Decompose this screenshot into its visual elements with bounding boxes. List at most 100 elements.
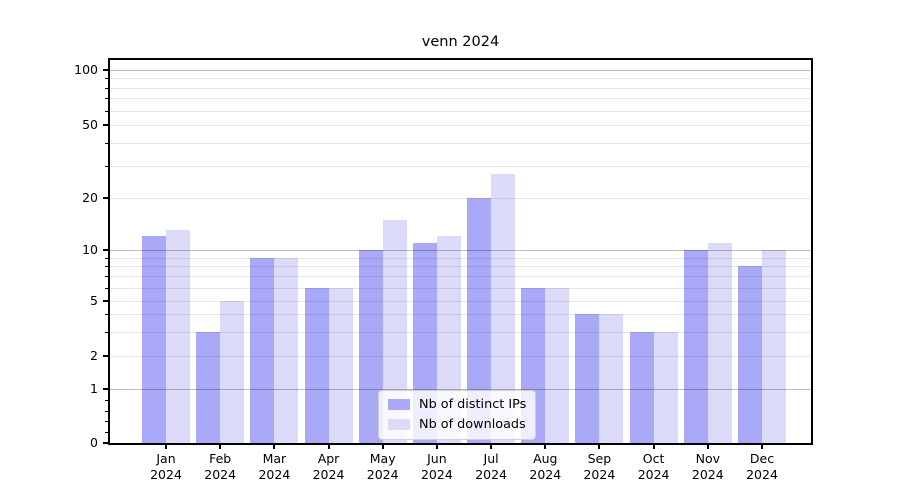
y-minor-tick-70 bbox=[105, 98, 108, 100]
y-tick-label-5: 5 bbox=[90, 293, 98, 308]
minor-gridline-70 bbox=[110, 98, 811, 100]
bar-feb-ips bbox=[196, 331, 221, 443]
bar-oct-downloads bbox=[653, 331, 678, 443]
legend-swatch-downloads bbox=[388, 419, 410, 430]
y-minor-tick-0.6 bbox=[105, 410, 108, 412]
x-tick-label-nov: Nov 2024 bbox=[691, 451, 724, 482]
x-tick-jun bbox=[435, 443, 438, 449]
x-tick-label-may: May 2024 bbox=[366, 451, 399, 482]
y-minor-tick-9 bbox=[105, 257, 108, 259]
bar-dec-downloads bbox=[762, 250, 786, 443]
gridline-100 bbox=[110, 70, 811, 71]
x-tick-aug bbox=[544, 443, 547, 449]
plot-area: 0 1 2 5 10 20 50 100 Jan 2024 Feb 2024 Mar 2024 Apr… bbox=[74, 58, 813, 482]
bar-sep-downloads bbox=[599, 314, 624, 443]
bar-sep-ips bbox=[575, 314, 600, 443]
y-tick-100 bbox=[103, 69, 108, 71]
bar-mar-downloads bbox=[274, 257, 299, 443]
x-tick-label-oct: Oct 2024 bbox=[637, 451, 670, 482]
legend-item-downloads: Nb of downloads bbox=[388, 416, 526, 433]
y-tick-label-0: 0 bbox=[90, 435, 98, 450]
minor-gridline-7 bbox=[110, 276, 811, 278]
y-tick-20 bbox=[103, 197, 108, 199]
bar-oct-ips bbox=[629, 331, 654, 443]
y-tick-5 bbox=[103, 300, 108, 302]
x-tick-label-feb: Feb 2024 bbox=[204, 451, 237, 482]
gridline-5 bbox=[110, 301, 811, 302]
y-minor-tick-60 bbox=[105, 110, 108, 112]
gridline-50 bbox=[110, 125, 811, 126]
bar-jan-downloads bbox=[166, 230, 190, 443]
y-minor-tick-7 bbox=[105, 276, 108, 278]
y-tick-label-20: 20 bbox=[82, 190, 98, 205]
y-tick-50 bbox=[103, 124, 108, 126]
x-tick-label-jul: Jul 2024 bbox=[475, 451, 507, 482]
x-tick-label-jun: Jun 2024 bbox=[420, 451, 453, 482]
x-tick-nov bbox=[706, 443, 709, 449]
minor-gridline-4 bbox=[110, 314, 811, 316]
x-tick-jul bbox=[490, 443, 493, 449]
x-tick-label-mar: Mar 2024 bbox=[258, 451, 291, 482]
y-minor-tick-0.2 bbox=[105, 432, 108, 434]
x-tick-label-dec: Dec 2024 bbox=[746, 451, 778, 482]
bar-nov-downloads bbox=[707, 242, 732, 443]
y-minor-tick-40 bbox=[105, 142, 108, 144]
chart-title: venn 2024 bbox=[421, 34, 500, 50]
minor-gridline-3 bbox=[110, 331, 811, 333]
x-tick-jan bbox=[165, 443, 167, 449]
x-tick-label-aug: Aug 2024 bbox=[529, 451, 562, 482]
x-tick-label-jan: Jan 2024 bbox=[150, 451, 182, 482]
bar-feb-downloads bbox=[220, 301, 245, 443]
y-minor-tick-4 bbox=[105, 314, 108, 316]
legend-item-distinct-ips: Nb of distinct IPs bbox=[388, 396, 526, 413]
y-minor-tick-3 bbox=[105, 331, 108, 333]
y-tick-10 bbox=[103, 249, 108, 251]
gridline-10 bbox=[110, 250, 811, 251]
x-tick-mar bbox=[273, 443, 276, 449]
y-tick-label-10: 10 bbox=[82, 242, 98, 257]
x-tick-label-sep: Sep 2024 bbox=[583, 451, 616, 482]
y-tick-label-2: 2 bbox=[90, 348, 98, 363]
legend-label-downloads: Nb of downloads bbox=[419, 417, 526, 432]
minor-gridline-9 bbox=[110, 257, 811, 259]
bar-jan-ips bbox=[142, 236, 166, 443]
gridline-1 bbox=[110, 389, 811, 390]
minor-gridline-30 bbox=[110, 165, 811, 167]
y-tick-0 bbox=[103, 442, 108, 444]
y-tick-2 bbox=[103, 355, 108, 357]
x-tick-label-apr: Apr 2024 bbox=[312, 451, 345, 482]
gridline-20 bbox=[110, 198, 811, 199]
legend-label-ips: Nb of distinct IPs bbox=[419, 397, 527, 412]
legend-swatch-ips bbox=[388, 399, 410, 410]
y-minor-tick-80 bbox=[105, 87, 108, 89]
bar-apr-ips bbox=[304, 287, 329, 443]
x-tick-sep bbox=[598, 443, 601, 449]
y-tick-label-100: 100 bbox=[74, 62, 98, 77]
minor-gridline-80 bbox=[110, 87, 811, 89]
x-tick-oct bbox=[652, 443, 655, 449]
minor-gridline-40 bbox=[110, 142, 811, 144]
minor-gridline-60 bbox=[110, 110, 811, 112]
y-minor-tick-0.8 bbox=[105, 399, 108, 401]
legend: Nb of distinct IPs Nb of downloads bbox=[378, 390, 537, 440]
bar-apr-downloads bbox=[328, 287, 353, 443]
gridline-2 bbox=[110, 356, 811, 357]
y-tick-label-50: 50 bbox=[82, 117, 98, 132]
bar-dec-ips bbox=[738, 266, 762, 443]
x-tick-feb bbox=[219, 443, 222, 449]
x-tick-dec bbox=[761, 443, 763, 449]
x-tick-apr bbox=[327, 443, 330, 449]
y-minor-tick-0.4 bbox=[105, 421, 108, 423]
minor-gridline-8 bbox=[110, 266, 811, 268]
minor-gridline-90 bbox=[110, 78, 811, 80]
minor-gridline-6 bbox=[110, 287, 811, 289]
bar-mar-ips bbox=[250, 257, 275, 443]
y-tick-label-1: 1 bbox=[90, 381, 98, 396]
y-tick-1 bbox=[103, 388, 108, 390]
y-minor-tick-6 bbox=[105, 287, 108, 289]
y-minor-tick-30 bbox=[105, 165, 108, 167]
y-minor-tick-8 bbox=[105, 266, 108, 268]
bar-nov-ips bbox=[683, 250, 708, 443]
bar-aug-downloads bbox=[545, 287, 570, 443]
x-tick-may bbox=[381, 443, 384, 449]
